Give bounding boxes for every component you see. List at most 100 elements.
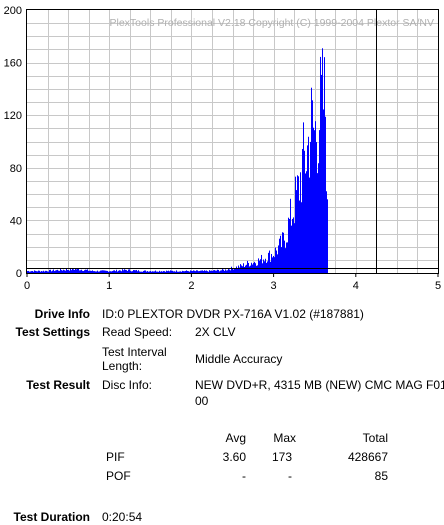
- pif-bar: [101, 270, 102, 273]
- pif-bar: [36, 271, 37, 273]
- x-tick-label: 3: [271, 280, 277, 292]
- pif-bar: [127, 270, 128, 273]
- pif-bar: [290, 198, 291, 273]
- pif-bar: [146, 271, 147, 273]
- pif-bar: [256, 265, 257, 273]
- pif-bar: [96, 271, 97, 273]
- pif-bar: [183, 271, 184, 273]
- pif-bar: [318, 163, 319, 273]
- pif-bar: [220, 270, 221, 273]
- pif-bar: [193, 270, 194, 273]
- pif-bar: [167, 271, 168, 273]
- pif-bar: [69, 270, 70, 273]
- pif-bar: [270, 261, 271, 273]
- pif-bar: [245, 265, 246, 273]
- pif-bar: [275, 247, 276, 273]
- pif-bar: [179, 271, 180, 273]
- pif-bar: [250, 265, 251, 273]
- pif-bar: [82, 270, 83, 273]
- pif-bar: [88, 270, 89, 273]
- pif-avg: 3.60: [222, 450, 246, 464]
- pif-bar: [206, 270, 207, 273]
- pif-bar: [145, 270, 146, 273]
- pif-bar: [73, 269, 74, 273]
- pif-bar: [117, 271, 118, 273]
- pif-bar: [98, 271, 99, 273]
- pif-bar: [99, 271, 100, 273]
- pif-bar: [267, 261, 268, 273]
- pif-bar: [86, 269, 87, 273]
- plot-frame: [26, 9, 439, 274]
- pif-bar: [106, 270, 107, 273]
- pif-bar: [218, 269, 219, 273]
- pif-bar: [289, 218, 290, 273]
- y-tick-label: 40: [10, 215, 22, 227]
- axis-ticks: 0 40 80 120 160 200 0 1 2 3 4 5: [4, 5, 441, 292]
- pif-bar: [41, 271, 42, 273]
- pif-bar: [169, 271, 170, 273]
- pif-bar: [254, 261, 255, 273]
- pif-bar: [34, 270, 35, 273]
- pif-bar: [325, 116, 326, 273]
- pif-bar: [123, 270, 124, 273]
- pif-bar: [29, 271, 30, 273]
- pif-bar: [103, 270, 104, 273]
- pif-bar: [115, 271, 116, 273]
- pif-bar: [226, 270, 227, 273]
- pif-bar: [212, 270, 213, 273]
- pif-bar: [168, 270, 169, 273]
- pif-bar: [67, 270, 68, 273]
- pif-bar: [232, 268, 233, 273]
- pif-bar: [261, 254, 262, 273]
- pif-bar: [225, 269, 226, 273]
- pif-bar: [286, 242, 287, 273]
- pif-bar: [221, 270, 222, 273]
- x-tick-label: 1: [106, 280, 112, 292]
- pif-bar: [228, 269, 229, 273]
- pif-bar: [170, 270, 171, 273]
- pif-bar: [33, 271, 34, 273]
- pif-bar: [78, 268, 79, 273]
- pif-bar: [66, 268, 67, 273]
- pif-bar: [269, 250, 270, 273]
- y-tick-label: 160: [4, 58, 22, 70]
- pif-bar: [222, 269, 223, 273]
- pif-bar: [265, 258, 266, 273]
- pif-bar: [109, 271, 110, 273]
- pif-bar: [144, 270, 145, 273]
- pif-bar: [100, 270, 101, 273]
- pif-bar: [174, 271, 175, 273]
- pif-bar: [95, 271, 96, 273]
- interval-value: Middle Accuracy: [195, 352, 283, 366]
- pif-bar: [302, 148, 303, 273]
- interval-label-line2: Length:: [102, 359, 143, 373]
- pif-bar: [264, 261, 265, 273]
- pif-bar: [113, 270, 114, 273]
- pif-bar: [278, 245, 279, 273]
- test-duration-value: 0:20:54: [102, 510, 143, 524]
- pif-bar: [303, 122, 304, 273]
- test-duration-label: Test Duration: [13, 510, 90, 524]
- pif-bar: [177, 271, 178, 273]
- pif-bar: [199, 271, 200, 273]
- pif-bar: [45, 270, 46, 273]
- pif-bar: [136, 269, 137, 273]
- pif-bar: [182, 270, 183, 273]
- disc-info-value-line1: NEW DVD+R, 4315 MB (NEW) CMC MAG F01: [195, 378, 444, 392]
- pif-bar: [306, 171, 307, 273]
- pif-bar: [163, 271, 164, 273]
- pif-bar: [284, 240, 285, 273]
- pif-bar: [104, 270, 105, 273]
- pif-bar: [43, 270, 44, 273]
- pif-bar: [196, 270, 197, 273]
- pif-bar: [149, 271, 150, 273]
- pif-bar: [313, 127, 314, 273]
- x-tick-label: 0: [24, 280, 30, 292]
- pif-bar: [134, 270, 135, 273]
- read-speed-value: 2X CLV: [195, 325, 236, 339]
- pif-bar: [166, 270, 167, 273]
- pif-bar: [273, 255, 274, 273]
- pif-bar: [274, 257, 275, 273]
- pif-bar: [129, 269, 130, 273]
- pif-bar: [248, 262, 249, 273]
